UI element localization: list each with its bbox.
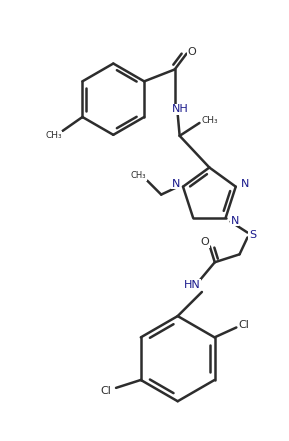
Text: N: N <box>240 179 249 189</box>
Text: N: N <box>172 179 180 189</box>
Text: O: O <box>201 237 209 247</box>
Text: CH₃: CH₃ <box>45 131 62 140</box>
Text: Cl: Cl <box>101 386 112 396</box>
Text: S: S <box>249 229 256 239</box>
Text: HN: HN <box>184 280 200 290</box>
Text: CH₃: CH₃ <box>201 116 218 126</box>
Text: Cl: Cl <box>239 321 250 330</box>
Text: CH₃: CH₃ <box>131 171 146 180</box>
Text: NH: NH <box>172 104 189 114</box>
Text: N: N <box>230 216 239 226</box>
Text: O: O <box>187 47 196 56</box>
